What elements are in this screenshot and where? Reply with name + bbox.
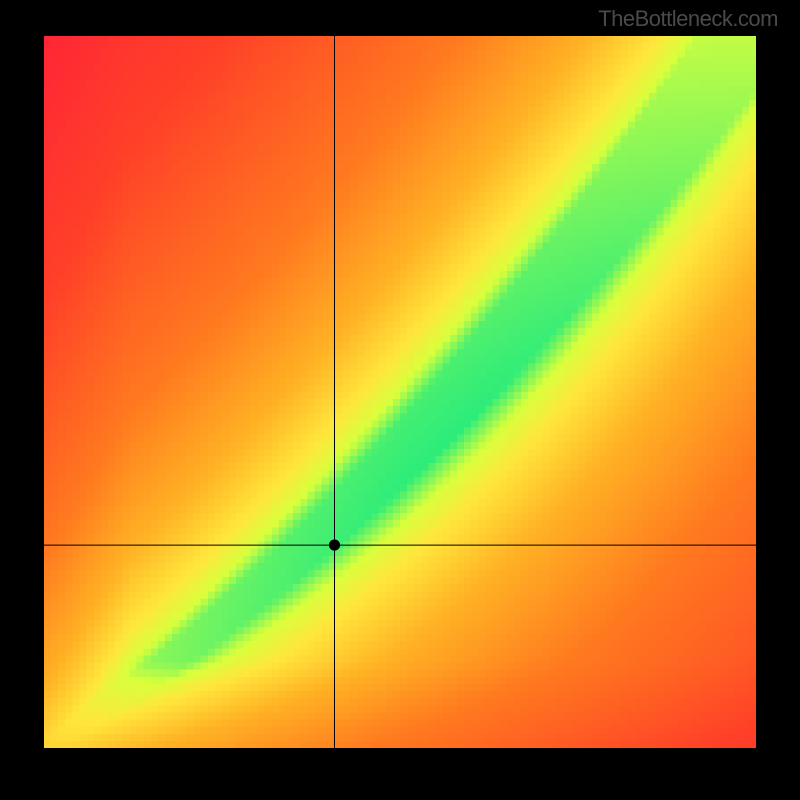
watermark-text: TheBottleneck.com — [598, 6, 778, 32]
heatmap-canvas — [44, 36, 756, 748]
heatmap-plot — [44, 36, 756, 748]
